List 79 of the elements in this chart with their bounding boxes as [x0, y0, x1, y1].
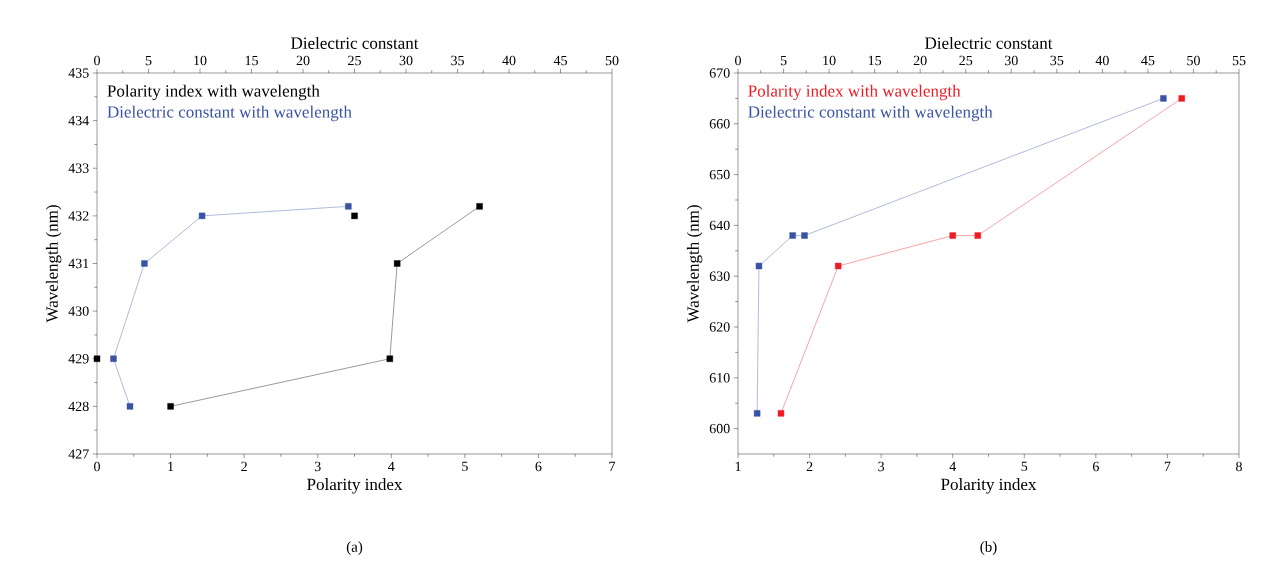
point — [974, 232, 981, 239]
point — [386, 355, 394, 362]
y-tick-label: 640 — [709, 220, 730, 231]
x-tick-label: 1 — [735, 461, 741, 472]
x-tick-label: 3 — [878, 461, 885, 472]
y-tick-label: 428 — [68, 401, 89, 412]
x2-tick-label: 0 — [735, 55, 741, 66]
x-tick-label: 7 — [609, 461, 616, 471]
x2-tick-label: 15 — [245, 55, 258, 66]
y-tick-label: 432 — [68, 211, 89, 221]
x2-tick-label: 30 — [1004, 55, 1018, 66]
y-tick-label: 610 — [709, 373, 730, 383]
y-axis-title: Wavelength (nm) — [45, 205, 62, 323]
text: (b) — [980, 541, 997, 555]
point — [93, 355, 101, 362]
text: (a) — [346, 541, 363, 555]
x2-tick-label: 40 — [1095, 55, 1109, 66]
x2-tick-label: 5 — [145, 55, 152, 66]
text: Dielectric constant with wavelength — [748, 105, 993, 122]
point — [835, 262, 842, 270]
y-tick-label: 620 — [709, 322, 730, 332]
x-axis-title: Polarity index — [941, 478, 1037, 494]
y-tick-label: 600 — [709, 423, 730, 434]
point — [777, 410, 785, 417]
y-tick-label: 435 — [68, 68, 89, 78]
point — [351, 212, 358, 220]
text: Polarity index with wavelength — [107, 84, 320, 101]
x2-tick-label: 25 — [348, 55, 361, 66]
x2-tick-label: 25 — [959, 55, 973, 66]
y-tick-label: 433 — [68, 163, 89, 173]
point — [476, 203, 483, 210]
y-tick-label: 430 — [68, 306, 89, 316]
x2-tick-label: 35 — [451, 55, 464, 66]
x2-axis-title: Dielectric constant — [291, 36, 419, 49]
x2-tick-label: 50 — [605, 55, 619, 66]
x-tick-label: 4 — [388, 461, 395, 471]
x-tick-label: 2 — [806, 461, 813, 472]
x2-tick-label: 40 — [502, 55, 516, 66]
y-tick-label: 660 — [709, 119, 730, 129]
x-tick-label: 4 — [949, 461, 957, 471]
x2-tick-label: 35 — [1050, 55, 1064, 66]
x2-tick-label: 10 — [823, 55, 836, 66]
y-axis-title: Wavelength (nm) — [686, 205, 703, 323]
point — [393, 260, 401, 267]
x-tick-label: 7 — [1164, 461, 1171, 471]
x-tick-label: 2 — [241, 461, 247, 472]
text: Polarity index with wavelength — [748, 84, 961, 101]
y-tick-label: 427 — [68, 449, 89, 459]
x2-tick-label: 20 — [913, 55, 927, 66]
y-tick-label: 429 — [68, 354, 89, 364]
x-tick-label: 6 — [535, 461, 542, 472]
x-tick-label: 8 — [1236, 461, 1242, 472]
y-tick-label: 670 — [709, 68, 730, 78]
x-tick-label: 0 — [94, 461, 100, 472]
x2-tick-label: 15 — [868, 55, 882, 66]
x2-tick-label: 20 — [296, 55, 310, 66]
x-tick-label: 6 — [1092, 461, 1099, 472]
x2-tick-label: 30 — [399, 55, 413, 66]
x2-tick-label: 50 — [1187, 55, 1200, 66]
x-tick-label: 5 — [462, 461, 468, 472]
x2-tick-label: 0 — [94, 55, 100, 66]
point — [167, 403, 174, 410]
text: Dielectric constant with wavelength — [107, 105, 352, 122]
y-tick-label: 650 — [709, 169, 730, 180]
point — [1178, 95, 1185, 102]
x-tick-label: 5 — [1021, 461, 1028, 472]
point — [949, 232, 956, 239]
x2-tick-label: 45 — [1141, 55, 1155, 66]
x-axis-title: Polarity index — [307, 478, 403, 494]
x2-tick-label: 55 — [1232, 55, 1246, 66]
x2-axis-title: Dielectric constant — [925, 36, 1053, 49]
x2-tick-label: 10 — [194, 55, 207, 66]
x2-tick-label: 45 — [553, 55, 567, 66]
y-tick-label: 630 — [709, 271, 730, 281]
x2-tick-label: 5 — [780, 55, 787, 66]
x-tick-label: 3 — [314, 461, 321, 472]
x-tick-label: 1 — [168, 461, 174, 472]
y-tick-label: 431 — [68, 258, 89, 269]
y-tick-label: 434 — [68, 115, 89, 126]
